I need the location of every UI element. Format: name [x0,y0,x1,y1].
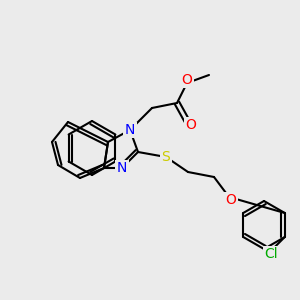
Text: Cl: Cl [264,247,278,261]
Text: O: O [186,118,196,132]
Text: O: O [226,193,236,207]
Text: O: O [182,73,192,87]
Text: N: N [125,123,135,137]
Text: N: N [117,161,127,175]
Text: S: S [162,150,170,164]
